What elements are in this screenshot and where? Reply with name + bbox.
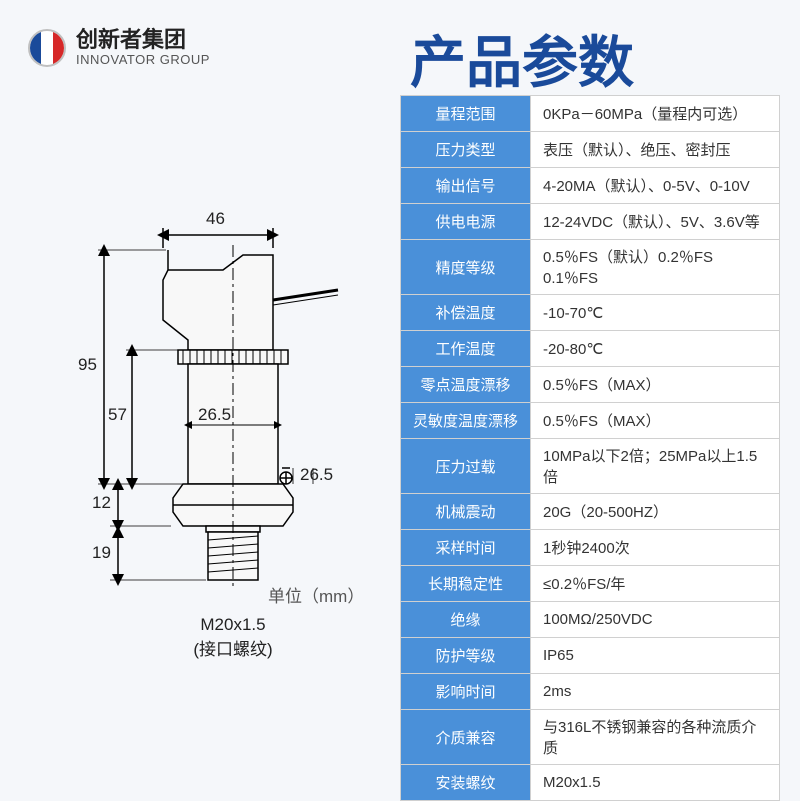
spec-label: 压力过载: [401, 439, 531, 494]
spec-value: 4-20MA（默认）、0-5V、0-10V: [531, 168, 780, 204]
spec-label: 零点温度漂移: [401, 367, 531, 403]
spec-row: 灵敏度温度漂移0.5％FS（MAX）: [401, 403, 780, 439]
spec-row: 安装螺纹M20x1.5: [401, 765, 780, 801]
thread-note: (接口螺纹): [178, 635, 288, 660]
spec-value: -20-80℃: [531, 331, 780, 367]
spec-label: 灵敏度温度漂移: [401, 403, 531, 439]
spec-row: 介质兼容与316L不锈钢兼容的各种流质介质: [401, 710, 780, 765]
spec-value: 2ms: [531, 674, 780, 710]
spec-label: 补偿温度: [401, 295, 531, 331]
spec-value: 100MΩ/250VDC: [531, 602, 780, 638]
spec-row: 机械震动20G（20-500HZ）: [401, 494, 780, 530]
spec-label: 安装螺纹: [401, 765, 531, 801]
spec-value: 0.5％FS（MAX）: [531, 403, 780, 439]
spec-value: 1秒钟2400次: [531, 530, 780, 566]
logo-flag-icon: [28, 29, 66, 67]
spec-label: 影响时间: [401, 674, 531, 710]
spec-row: 供电电源12-24VDC（默认）、5V、3.6V等: [401, 204, 780, 240]
spec-label: 精度等级: [401, 240, 531, 295]
spec-row: 补偿温度-10-70℃: [401, 295, 780, 331]
spec-label: 量程范围: [401, 96, 531, 132]
spec-label: 长期稳定性: [401, 566, 531, 602]
dim-12: 12: [92, 493, 111, 513]
brand-name-cn: 创新者集团: [76, 28, 210, 52]
spec-row: 长期稳定性≤0.2％FS/年: [401, 566, 780, 602]
spec-row: 零点温度漂移0.5％FS（MAX）: [401, 367, 780, 403]
spec-label: 输出信号: [401, 168, 531, 204]
spec-value: 0KPa－60MPa（量程内可选）: [531, 96, 780, 132]
brand-name-en: INNOVATOR GROUP: [76, 52, 210, 67]
spec-value: 12-24VDC（默认）、5V、3.6V等: [531, 204, 780, 240]
sensor-diagram-svg: [48, 210, 378, 640]
specs-table: 量程范围0KPa－60MPa（量程内可选）压力类型表压（默认）、绝压、密封压输出…: [400, 95, 780, 801]
spec-label: 压力类型: [401, 132, 531, 168]
spec-row: 采样时间1秒钟2400次: [401, 530, 780, 566]
spec-row: 影响时间2ms: [401, 674, 780, 710]
spec-label: 供电电源: [401, 204, 531, 240]
spec-value: M20x1.5: [531, 765, 780, 801]
spec-label: 介质兼容: [401, 710, 531, 765]
spec-value: 0.5％FS（默认）0.2％FS 0.1％FS: [531, 240, 780, 295]
spec-value: -10-70℃: [531, 295, 780, 331]
spec-value: ≤0.2％FS/年: [531, 566, 780, 602]
spec-value: IP65: [531, 638, 780, 674]
dim-57: 57: [108, 405, 127, 425]
spec-row: 防护等级IP65: [401, 638, 780, 674]
spec-row: 输出信号4-20MA（默认）、0-5V、0-10V: [401, 168, 780, 204]
spec-row: 量程范围0KPa－60MPa（量程内可选）: [401, 96, 780, 132]
spec-row: 绝缘100MΩ/250VDC: [401, 602, 780, 638]
technical-drawing: 46 95 57 12 19 26.5 26.5 单位（mm） M20x1.5 …: [48, 210, 378, 710]
spec-row: 精度等级0.5％FS（默认）0.2％FS 0.1％FS: [401, 240, 780, 295]
spec-value: 20G（20-500HZ）: [531, 494, 780, 530]
logo-text: 创新者集团 INNOVATOR GROUP: [76, 28, 210, 67]
spec-label: 工作温度: [401, 331, 531, 367]
spec-row: 压力类型表压（默认）、绝压、密封压: [401, 132, 780, 168]
spec-label: 绝缘: [401, 602, 531, 638]
spec-label: 采样时间: [401, 530, 531, 566]
unit-label: 单位（mm）: [268, 582, 364, 607]
spec-label: 防护等级: [401, 638, 531, 674]
spec-row: 工作温度-20-80℃: [401, 331, 780, 367]
spec-value: 10MPa以下2倍；25MPa以上1.5倍: [531, 439, 780, 494]
spec-value: 表压（默认）、绝压、密封压: [531, 132, 780, 168]
page-title: 产品参数: [410, 18, 634, 99]
dim-top-width: 46: [206, 209, 225, 229]
dim-19: 19: [92, 543, 111, 563]
spec-value: 与316L不锈钢兼容的各种流质介质: [531, 710, 780, 765]
thread-spec: M20x1.5 (接口螺纹): [178, 615, 288, 660]
spec-value: 0.5％FS（MAX）: [531, 367, 780, 403]
dim-26-5-b: 26.5: [300, 465, 333, 485]
brand-logo: 创新者集团 INNOVATOR GROUP: [28, 28, 210, 67]
dim-26-5-a: 26.5: [198, 405, 231, 425]
dim-95: 95: [78, 355, 97, 375]
spec-row: 压力过载10MPa以下2倍；25MPa以上1.5倍: [401, 439, 780, 494]
thread-code: M20x1.5: [178, 615, 288, 635]
spec-label: 机械震动: [401, 494, 531, 530]
